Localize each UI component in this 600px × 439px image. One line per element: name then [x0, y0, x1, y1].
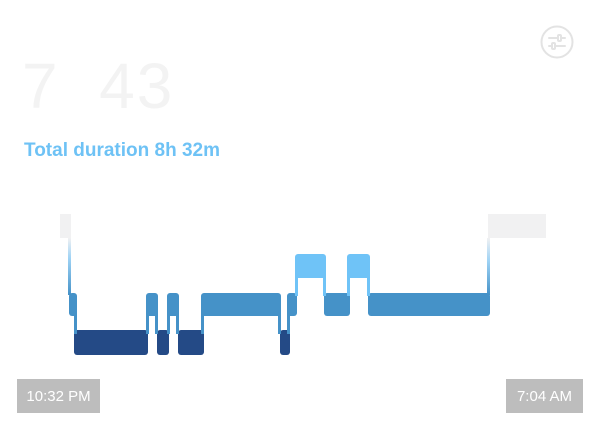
transition-light-deep-4 — [167, 312, 170, 334]
stage-light-4 — [201, 293, 281, 316]
sleep-end-time: 7:04 AM — [506, 379, 583, 413]
stage-light-1 — [69, 293, 77, 316]
transition-light-deep-8 — [287, 312, 290, 334]
wake-time-hours: 7 — [22, 50, 60, 122]
transition-light-deep-7 — [278, 312, 281, 334]
stage-awake-end — [488, 214, 546, 238]
stage-deep-2 — [157, 330, 169, 355]
transition-light-deep-3 — [155, 312, 158, 334]
transition-light-deep-6 — [201, 312, 204, 334]
stage-rem-1 — [295, 254, 326, 278]
transition-light-to-awake — [487, 238, 490, 295]
total-duration-label: Total duration 8h 32m — [24, 140, 221, 161]
transition-light-deep-5 — [176, 312, 179, 334]
transition-rem-3 — [347, 270, 350, 296]
transition-light-deep-1 — [74, 312, 77, 334]
stage-deep-4 — [280, 330, 290, 355]
settings-button[interactable] — [540, 25, 574, 59]
stage-light-6 — [324, 293, 350, 316]
stage-light-5 — [287, 293, 297, 316]
stage-deep-1 — [74, 330, 148, 355]
stage-light-3 — [167, 293, 179, 316]
wake-time-minutes: 43 — [99, 50, 175, 122]
transition-awake-to-light — [68, 238, 71, 295]
sliders-icon — [540, 25, 574, 59]
transition-rem-4 — [367, 270, 370, 296]
wake-time-display: 7 43 — [22, 50, 174, 122]
transition-light-deep-2 — [146, 312, 149, 334]
stage-deep-3 — [178, 330, 204, 355]
transition-rem-1 — [295, 270, 298, 296]
stage-light-2 — [146, 293, 158, 316]
sleep-start-time: 10:32 PM — [17, 379, 100, 413]
stage-light-7 — [368, 293, 490, 316]
transition-rem-2 — [323, 270, 326, 296]
stage-rem-2 — [347, 254, 370, 278]
stage-awake-start — [60, 214, 71, 238]
